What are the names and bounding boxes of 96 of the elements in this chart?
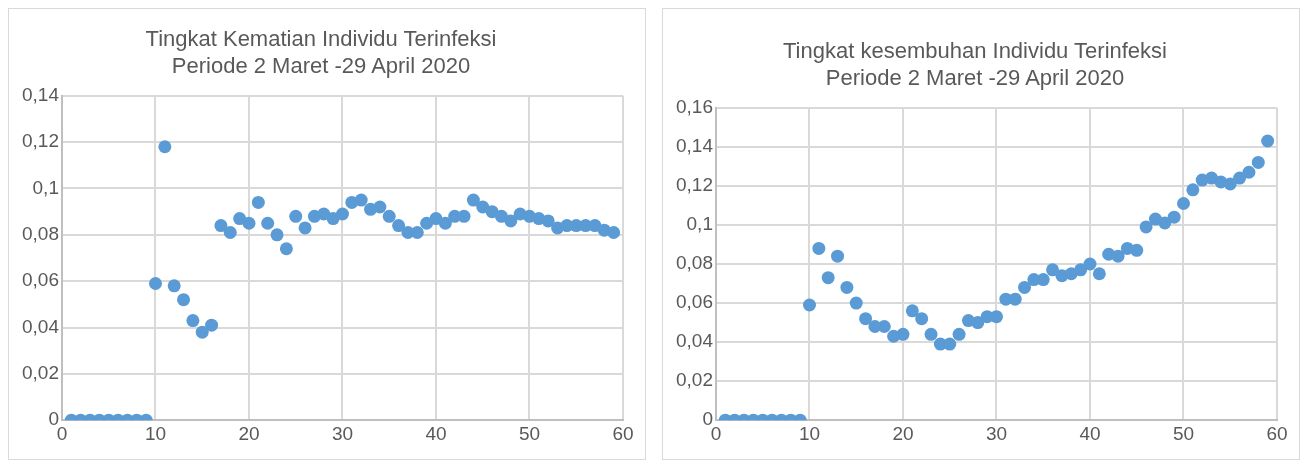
point xyxy=(812,241,826,255)
point xyxy=(971,316,985,330)
point xyxy=(1233,171,1247,185)
point xyxy=(1111,249,1125,263)
point xyxy=(1046,263,1060,277)
x-tick-label: 20 xyxy=(892,422,914,444)
x-tick-label: 20 xyxy=(238,422,260,444)
point xyxy=(831,249,845,263)
point xyxy=(251,195,265,209)
point xyxy=(410,226,424,240)
point xyxy=(1167,210,1181,224)
point xyxy=(943,337,957,351)
point xyxy=(438,216,452,230)
x-tick-label: 10 xyxy=(144,422,167,444)
point xyxy=(1083,257,1097,271)
point xyxy=(177,293,191,307)
point xyxy=(821,271,835,285)
point xyxy=(457,209,471,223)
point xyxy=(924,327,938,341)
point xyxy=(279,242,293,256)
point xyxy=(802,298,816,312)
y-tick-label: 0,1 xyxy=(32,176,59,198)
point xyxy=(1130,243,1144,257)
point xyxy=(588,219,602,233)
y-tick-label: 0,06 xyxy=(676,291,713,313)
point xyxy=(270,228,284,242)
y-tick-label: 0,02 xyxy=(22,362,59,384)
point xyxy=(952,327,966,341)
point xyxy=(373,200,387,214)
x-tick-label: 40 xyxy=(1079,422,1101,444)
y-tick-label: 0 xyxy=(48,408,59,430)
point xyxy=(214,219,228,233)
point xyxy=(354,193,368,207)
y-tick-label: 0 xyxy=(702,408,713,430)
y-tick-label: 0,04 xyxy=(676,330,714,352)
y-tick-label: 0,08 xyxy=(22,223,59,245)
point xyxy=(261,216,275,230)
point xyxy=(915,312,929,326)
y-tick-label: 0,12 xyxy=(22,130,59,152)
x-tick-label: 50 xyxy=(1172,422,1195,444)
point xyxy=(1251,155,1265,169)
point xyxy=(420,216,434,230)
point xyxy=(158,140,172,154)
y-tick-label: 0,06 xyxy=(22,269,59,291)
point xyxy=(335,207,349,221)
point xyxy=(1018,280,1032,294)
point xyxy=(1186,183,1200,197)
point xyxy=(905,304,919,318)
chart-title: Tingkat kesembuhan Individu Terinfeksi Periode 2 Maret -29 April 2020 xyxy=(783,38,1167,90)
y-tick-label: 0,14 xyxy=(22,84,60,106)
chart-title: Tingkat Kematian Individu Terinfeksi Periode 2 Maret -29 April 2020 xyxy=(145,26,497,78)
x-tick-label: 60 xyxy=(612,422,634,444)
point xyxy=(849,296,863,310)
point xyxy=(466,193,480,207)
point xyxy=(877,319,891,333)
point xyxy=(1177,196,1190,210)
point xyxy=(205,318,219,332)
point xyxy=(186,314,200,328)
point xyxy=(859,312,873,326)
point xyxy=(233,212,247,226)
y-tick-label: 0,1 xyxy=(686,213,713,235)
point xyxy=(607,226,621,240)
point xyxy=(840,280,854,294)
y-tick-label: 0,02 xyxy=(676,369,713,391)
y-tick-label: 0,12 xyxy=(676,174,713,196)
x-tick-label: 50 xyxy=(518,422,541,444)
x-tick-label: 30 xyxy=(985,422,1008,444)
x-tick-label: 10 xyxy=(798,422,821,444)
point xyxy=(504,214,518,228)
x-tick-label: 30 xyxy=(331,422,354,444)
y-tick-label: 0,04 xyxy=(22,315,60,337)
x-tick-label: 60 xyxy=(1266,422,1288,444)
point xyxy=(1092,267,1106,281)
point xyxy=(1223,177,1237,191)
point xyxy=(896,327,910,341)
point xyxy=(1036,273,1050,287)
point xyxy=(148,276,162,290)
point xyxy=(289,209,303,223)
point xyxy=(223,226,237,240)
point xyxy=(195,325,209,339)
point xyxy=(1261,134,1275,148)
y-tick-label: 0,16 xyxy=(676,96,713,118)
point xyxy=(392,219,406,233)
y-tick-label: 0,08 xyxy=(676,252,713,274)
point xyxy=(1242,165,1256,179)
y-tick-label: 0,14 xyxy=(676,135,714,157)
point xyxy=(1074,263,1088,277)
point xyxy=(1139,220,1153,234)
point xyxy=(1158,216,1172,230)
x-tick-label: 40 xyxy=(425,422,447,444)
point xyxy=(382,209,396,223)
point xyxy=(541,214,555,228)
point xyxy=(298,221,312,235)
point xyxy=(242,216,256,230)
point xyxy=(1008,292,1022,306)
point xyxy=(167,279,181,293)
